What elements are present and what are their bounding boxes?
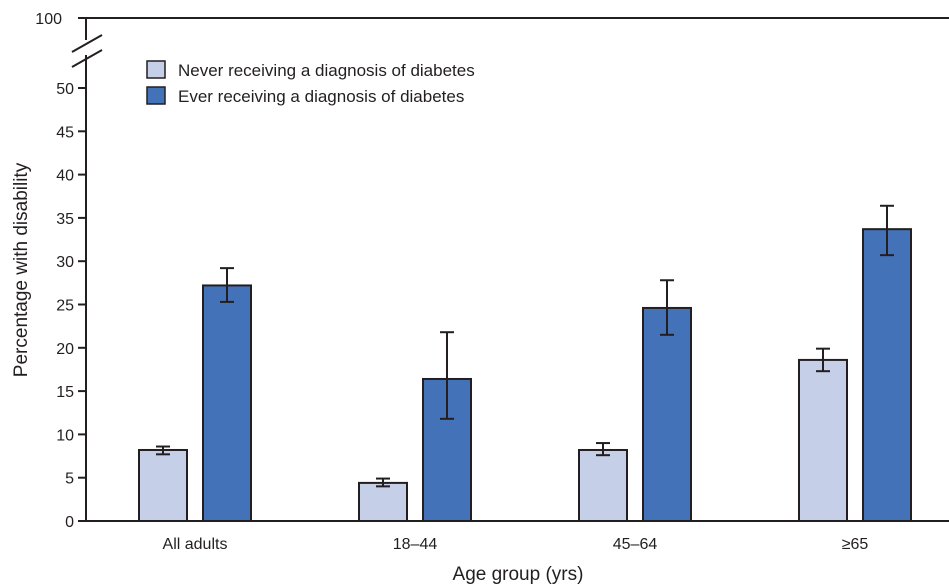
y-tick-label-25: 25 bbox=[56, 298, 74, 315]
bar-never-0 bbox=[138, 448, 188, 523]
legend-swatch-never bbox=[146, 60, 166, 79]
y-tick-label-50: 50 bbox=[56, 81, 74, 98]
x-tick-label-2: 45–64 bbox=[613, 536, 658, 553]
y-axis-title: Percentage with disability bbox=[11, 162, 32, 377]
bar-ever-0 bbox=[202, 284, 252, 522]
bar-never-3 bbox=[798, 358, 848, 523]
legend: Never receiving a diagnosis of diabetes … bbox=[146, 60, 475, 106]
x-tick-label-0: All adults bbox=[163, 536, 228, 553]
y-tick-label-35: 35 bbox=[56, 211, 74, 228]
bar-never-2 bbox=[578, 448, 628, 523]
bar-never-1 bbox=[358, 481, 408, 522]
legend-label-never: Never receiving a diagnosis of diabetes bbox=[178, 61, 475, 80]
legend-label-ever: Ever receiving a diagnosis of diabetes bbox=[178, 87, 464, 106]
x-tick-label-1: 18–44 bbox=[393, 536, 438, 553]
y-tick-label-0: 0 bbox=[65, 514, 74, 531]
legend-swatch-ever bbox=[146, 86, 166, 105]
bars bbox=[138, 228, 912, 523]
x-tick-label-3: ≥65 bbox=[842, 536, 869, 553]
x-tick-labels: All adults 18–44 45–64 ≥65 bbox=[163, 536, 869, 553]
y-tick-label-100: 100 bbox=[35, 11, 62, 28]
y-tick-label-20: 20 bbox=[56, 341, 74, 358]
bar-ever-2 bbox=[642, 306, 692, 522]
y-ticks: 0 5 10 15 20 25 30 35 40 45 50 bbox=[56, 81, 86, 531]
y-tick-label-30: 30 bbox=[56, 254, 74, 271]
axis-break-mark-lower bbox=[71, 49, 103, 68]
x-axis-title: Age group (yrs) bbox=[453, 564, 584, 585]
y-tick-label-45: 45 bbox=[56, 124, 74, 141]
y-tick-label-15: 15 bbox=[56, 384, 74, 401]
axis-break-mark-upper bbox=[71, 34, 103, 53]
y-tick-label-40: 40 bbox=[56, 168, 74, 185]
y-tick-label-10: 10 bbox=[56, 427, 74, 444]
y-tick-label-5: 5 bbox=[65, 471, 74, 488]
bar-ever-3 bbox=[862, 228, 912, 523]
error-bars bbox=[156, 204, 894, 488]
